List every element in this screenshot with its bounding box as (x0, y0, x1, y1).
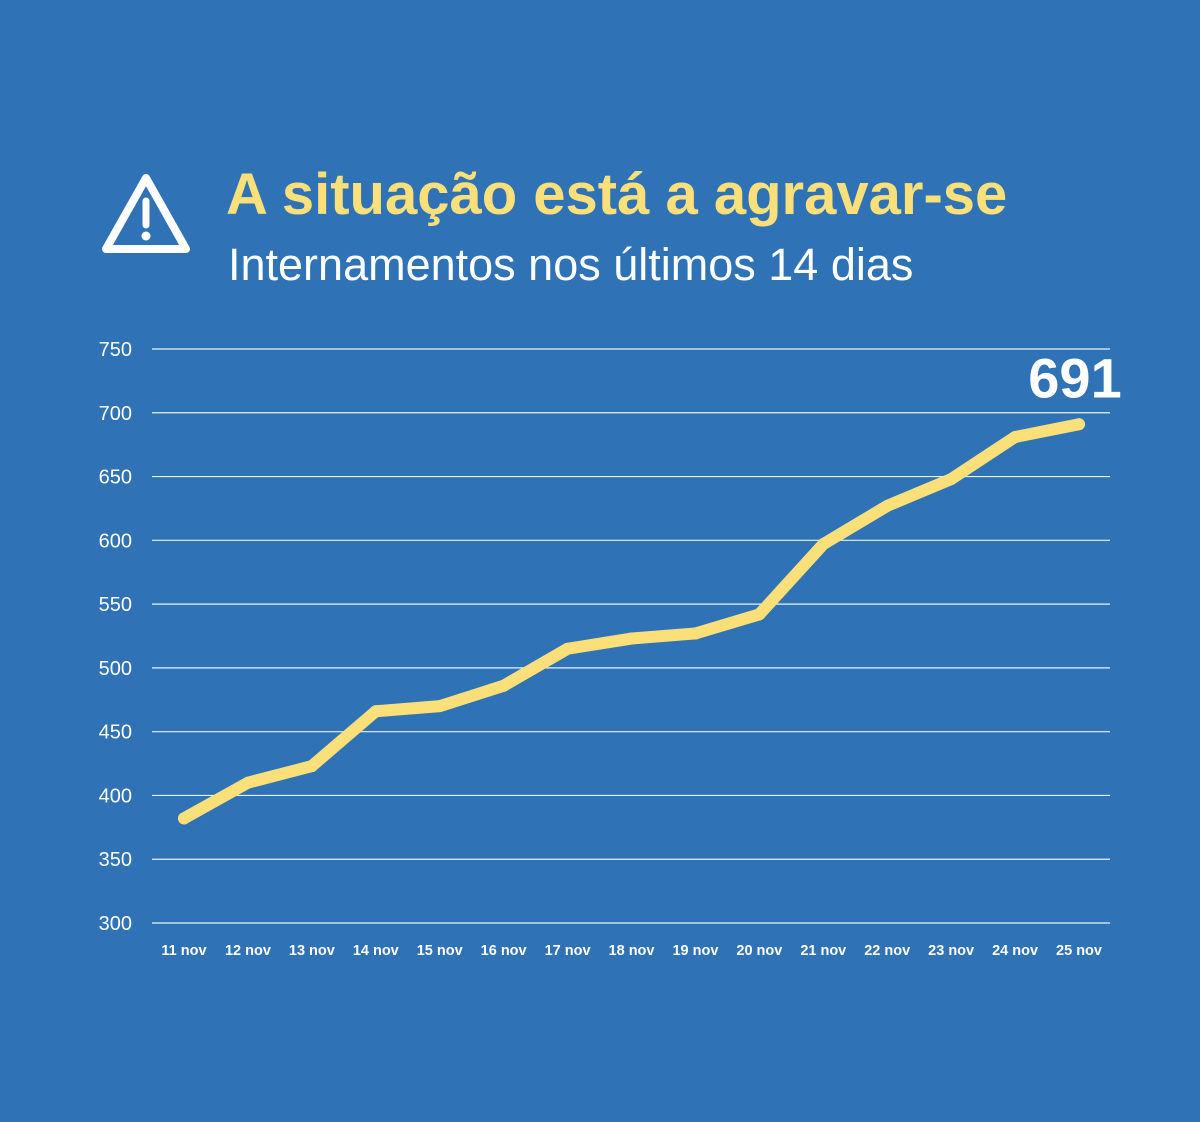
data-point-23-nov (945, 473, 958, 486)
x-tick-label-23-nov: 23 nov (928, 943, 974, 959)
y-tick-label-650: 650 (99, 467, 132, 489)
y-tick-label-450: 450 (99, 722, 132, 744)
x-tick-label-12-nov: 12 nov (225, 943, 271, 959)
data-point-19-nov (689, 627, 702, 640)
x-tick-label-17-nov: 17 nov (545, 943, 591, 959)
x-tick-label-21-nov: 21 nov (800, 943, 846, 959)
chart-title: A situação está a agravar-se (226, 162, 1008, 227)
x-tick-label-19-nov: 19 nov (672, 943, 718, 959)
data-point-25-nov (1073, 418, 1085, 431)
x-tick-label-11-nov: 11 nov (161, 943, 206, 959)
data-point-22-nov (881, 499, 894, 512)
data-point-11-nov (178, 812, 190, 825)
x-tick-label-18-nov: 18 nov (609, 943, 655, 959)
y-tick-label-500: 500 (99, 658, 132, 680)
x-tick-label-25-nov: 25 nov (1056, 943, 1102, 959)
data-point-13-nov (305, 760, 318, 773)
x-tick-label-20-nov: 20 nov (736, 943, 782, 959)
y-tick-label-750: 750 (99, 339, 132, 361)
y-tick-label-400: 400 (99, 785, 132, 807)
data-point-12-nov (241, 776, 254, 789)
hospitalizations-series-line (178, 418, 1085, 825)
y-tick-label-550: 550 (99, 594, 132, 616)
x-tick-label-15-nov: 15 nov (417, 943, 463, 959)
x-tick-label-22-nov: 22 nov (864, 943, 910, 959)
warning-icon (102, 174, 190, 253)
data-point-21-nov (817, 538, 830, 551)
latest-value-annotation: 691 (1028, 346, 1121, 409)
data-point-15-nov (433, 700, 446, 713)
x-tick-label-24-nov: 24 nov (992, 943, 1038, 959)
data-point-24-nov (1009, 431, 1022, 444)
x-tick-label-16-nov: 16 nov (481, 943, 527, 959)
data-point-16-nov (497, 679, 510, 692)
x-tick-label-14-nov: 14 nov (353, 943, 399, 959)
data-point-20-nov (753, 608, 766, 621)
y-tick-label-600: 600 (99, 530, 132, 552)
x-tick-label-13-nov: 13 nov (289, 943, 335, 959)
data-point-14-nov (369, 705, 382, 718)
y-tick-label-350: 350 (99, 849, 132, 871)
y-tick-label-700: 700 (99, 403, 132, 425)
data-point-18-nov (625, 632, 638, 645)
y-tick-label-300: 300 (99, 913, 132, 935)
data-point-17-nov (561, 642, 574, 655)
chart-subtitle: Internamentos nos últimos 14 dias (228, 239, 914, 290)
